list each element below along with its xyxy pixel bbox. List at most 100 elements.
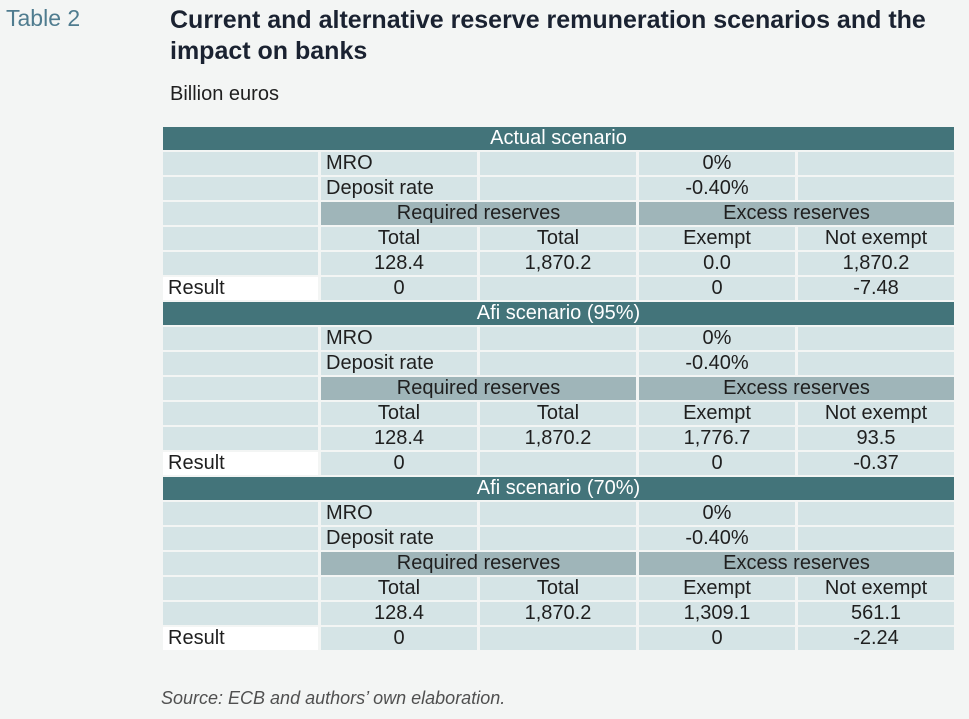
values-row: 128.4 1,870.2 1,309.1 561.1	[163, 602, 954, 625]
reserve-groups-row: Required reserves Excess reserves	[163, 377, 954, 400]
table-cell	[480, 277, 636, 300]
col-header-not-exempt: Not exempt	[798, 227, 954, 250]
mro-row: MRO 0%	[163, 152, 954, 175]
col-header-total: Total	[321, 227, 477, 250]
value-cell: 128.4	[321, 252, 477, 275]
table-cell	[480, 152, 636, 175]
deposit-rate-value: -0.40%	[639, 527, 795, 550]
deposit-rate-label: Deposit rate	[321, 177, 477, 200]
result-required: 0	[321, 452, 477, 475]
table-cell	[163, 202, 318, 225]
scenario-title: Afi scenario (95%)	[163, 302, 954, 325]
column-headers-row: Total Total Exempt Not exempt	[163, 577, 954, 600]
value-cell: 1,776.7	[639, 427, 795, 450]
deposit-rate-label: Deposit rate	[321, 352, 477, 375]
table-cell	[163, 252, 318, 275]
excess-reserves-header: Excess reserves	[639, 202, 954, 225]
table-cell	[480, 627, 636, 650]
table-number-label: Table 2	[6, 5, 81, 31]
table-cell	[798, 502, 954, 525]
mro-label: MRO	[321, 152, 477, 175]
col-header-not-exempt: Not exempt	[798, 577, 954, 600]
column-headers-row: Total Total Exempt Not exempt	[163, 402, 954, 425]
col-header-total: Total	[480, 577, 636, 600]
table-cell	[163, 402, 318, 425]
table-cell	[480, 327, 636, 350]
table-cell	[163, 377, 318, 400]
result-not-exempt: -2.24	[798, 627, 954, 650]
table-cell	[163, 502, 318, 525]
col-header-total: Total	[480, 402, 636, 425]
col-header-exempt: Exempt	[639, 402, 795, 425]
values-row: 128.4 1,870.2 0.0 1,870.2	[163, 252, 954, 275]
scenario-header-row: Afi scenario (95%)	[163, 302, 954, 325]
result-exempt: 0	[639, 277, 795, 300]
table-cell	[480, 502, 636, 525]
col-header-total: Total	[321, 577, 477, 600]
scenarios-table: Actual scenario MRO 0% Deposit rate -0.40% Re…	[160, 125, 957, 652]
result-label: Result	[163, 627, 318, 650]
table-cell	[480, 177, 636, 200]
result-not-exempt: -7.48	[798, 277, 954, 300]
deposit-rate-row: Deposit rate -0.40%	[163, 527, 954, 550]
value-cell: 93.5	[798, 427, 954, 450]
result-exempt: 0	[639, 627, 795, 650]
table-cell	[798, 177, 954, 200]
deposit-rate-row: Deposit rate -0.40%	[163, 352, 954, 375]
deposit-rate-row: Deposit rate -0.40%	[163, 177, 954, 200]
scenario-header-row: Afi scenario (70%)	[163, 477, 954, 500]
required-reserves-header: Required reserves	[321, 552, 636, 575]
mro-value: 0%	[639, 327, 795, 350]
table-cell	[798, 527, 954, 550]
mro-value: 0%	[639, 152, 795, 175]
value-cell: 561.1	[798, 602, 954, 625]
units-label: Billion euros	[170, 83, 279, 105]
table-cell	[798, 352, 954, 375]
required-reserves-header: Required reserves	[321, 202, 636, 225]
col-header-total: Total	[321, 402, 477, 425]
excess-reserves-header: Excess reserves	[639, 377, 954, 400]
table-cell	[163, 552, 318, 575]
table-cell	[163, 427, 318, 450]
table-cell	[163, 602, 318, 625]
table-cell	[163, 327, 318, 350]
deposit-rate-value: -0.40%	[639, 352, 795, 375]
value-cell: 1,870.2	[480, 252, 636, 275]
scenarios-table-body: Actual scenario MRO 0% Deposit rate -0.40% Re…	[163, 127, 954, 650]
table-cell	[798, 327, 954, 350]
column-headers-row: Total Total Exempt Not exempt	[163, 227, 954, 250]
result-label: Result	[163, 277, 318, 300]
mro-label: MRO	[321, 327, 477, 350]
mro-row: MRO 0%	[163, 327, 954, 350]
col-header-exempt: Exempt	[639, 227, 795, 250]
table-cell	[798, 152, 954, 175]
table-cell	[163, 177, 318, 200]
required-reserves-header: Required reserves	[321, 377, 636, 400]
table-cell	[163, 152, 318, 175]
result-row: Result 0 0 -2.24	[163, 627, 954, 650]
result-required: 0	[321, 627, 477, 650]
table-cell	[163, 352, 318, 375]
col-header-total: Total	[480, 227, 636, 250]
result-row: Result 0 0 -7.48	[163, 277, 954, 300]
result-exempt: 0	[639, 452, 795, 475]
reserve-groups-row: Required reserves Excess reserves	[163, 202, 954, 225]
values-row: 128.4 1,870.2 1,776.7 93.5	[163, 427, 954, 450]
excess-reserves-header: Excess reserves	[639, 552, 954, 575]
scenario-title: Actual scenario	[163, 127, 954, 150]
result-label: Result	[163, 452, 318, 475]
value-cell: 1,870.2	[480, 427, 636, 450]
mro-value: 0%	[639, 502, 795, 525]
table-cell	[480, 527, 636, 550]
value-cell: 128.4	[321, 602, 477, 625]
value-cell: 1,870.2	[480, 602, 636, 625]
col-header-exempt: Exempt	[639, 577, 795, 600]
col-header-not-exempt: Not exempt	[798, 402, 954, 425]
deposit-rate-label: Deposit rate	[321, 527, 477, 550]
table-cell	[163, 527, 318, 550]
mro-label: MRO	[321, 502, 477, 525]
table-title: Current and alternative reserve remunera…	[170, 6, 926, 65]
table-cell	[163, 227, 318, 250]
scenario-title: Afi scenario (70%)	[163, 477, 954, 500]
scenario-header-row: Actual scenario	[163, 127, 954, 150]
